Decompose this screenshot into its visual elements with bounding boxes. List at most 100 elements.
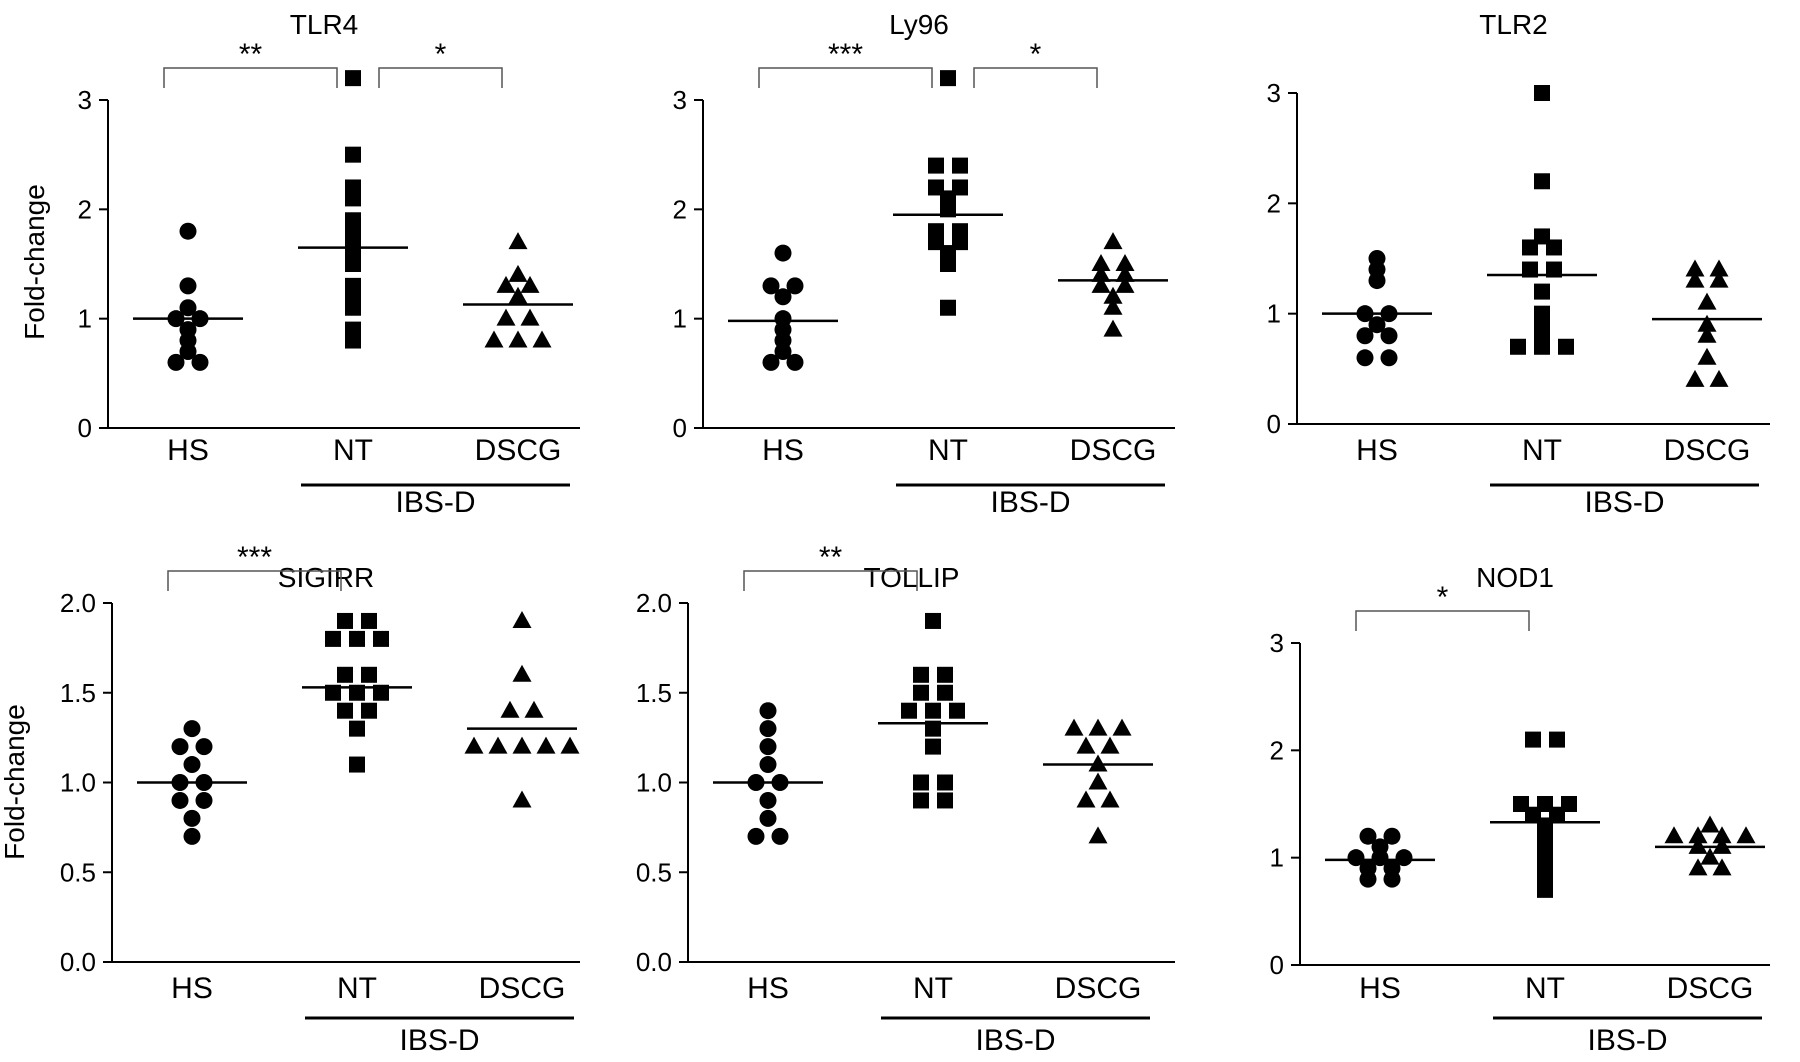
data-point-square [1537, 881, 1553, 898]
data-point-square [937, 666, 953, 683]
x-category-label: NT [1525, 972, 1565, 1005]
y-tick-label: 3 [1270, 628, 1284, 658]
data-point-triangle [508, 264, 528, 282]
data-point-circle [774, 244, 792, 262]
y-tick-label: 0 [1267, 409, 1281, 439]
significance-bracket [167, 570, 342, 591]
data-point-triangle [1688, 858, 1708, 876]
data-point-triangle [512, 664, 532, 682]
data-point-triangle [560, 736, 580, 754]
data-point-triangle [1064, 718, 1084, 736]
data-point-square [337, 702, 353, 719]
data-point-circle [1383, 827, 1401, 845]
data-point-triangle [1103, 297, 1123, 315]
data-point-square [1549, 731, 1565, 748]
data-point-triangle [1103, 319, 1123, 337]
data-point-square [1534, 338, 1550, 355]
data-point-triangle [1700, 847, 1720, 865]
data-point-square [1546, 261, 1562, 278]
data-point-circle [1359, 870, 1377, 888]
group-label: IBS-D [975, 1024, 1055, 1057]
data-point-square [325, 684, 341, 701]
group-label: IBS-D [990, 486, 1070, 519]
data-point-square [937, 684, 953, 701]
data-point-circle [191, 353, 209, 371]
data-point-square [1522, 261, 1538, 278]
data-point-triangle [1697, 314, 1717, 332]
data-point-circle [1383, 870, 1401, 888]
data-point-circle [179, 222, 197, 240]
data-point-circle [759, 791, 777, 809]
data-point-square [1546, 239, 1562, 256]
group-label: IBS-D [399, 1024, 479, 1057]
data-point-circle [759, 720, 777, 738]
data-point-triangle [1700, 815, 1720, 833]
data-point-triangle [524, 700, 544, 718]
data-point-triangle [1076, 790, 1096, 808]
data-point-triangle [512, 790, 532, 808]
data-point-triangle [1697, 292, 1717, 310]
significance-label: ** [819, 541, 843, 574]
data-point-square [901, 702, 917, 719]
panel-title: TLR4 [290, 9, 358, 40]
data-point-triangle [1712, 858, 1732, 876]
data-point-triangle [1709, 270, 1729, 288]
panel-sigirr: SIGIRR 0.0 0.5 1.0 1.5 2.0 Fold-change HS NT DSCG… [0, 541, 580, 1057]
data-point-triangle [1685, 270, 1705, 288]
panel-title: TOLLIP [864, 562, 960, 593]
significance-bracket [743, 570, 918, 591]
y-tick-label: 1.0 [60, 768, 96, 798]
x-category-label: DSCG [1667, 972, 1754, 1005]
data-point-triangle [1115, 275, 1135, 293]
data-point-triangle [1088, 826, 1108, 844]
y-tick-label: 1 [1270, 843, 1284, 873]
data-point-triangle [1685, 369, 1705, 387]
data-point-square [1522, 239, 1538, 256]
data-point-square [940, 299, 956, 316]
data-point-square [949, 702, 965, 719]
y-tick-label: 2 [1267, 188, 1281, 218]
data-point-circle [179, 277, 197, 295]
data-point-circle [1356, 327, 1374, 345]
y-tick-label: 3 [673, 85, 687, 115]
data-point-square [913, 666, 929, 683]
data-point-triangle [1712, 836, 1732, 854]
data-point-triangle [1709, 259, 1729, 277]
y-tick-label: 0 [78, 413, 92, 443]
data-point-circle [1371, 849, 1389, 867]
data-point-square [928, 157, 944, 174]
data-point-circle [1380, 327, 1398, 345]
series-hs [133, 222, 243, 371]
data-point-square [345, 299, 361, 316]
y-tick-label: 0.5 [60, 857, 96, 887]
data-point-circle [762, 353, 780, 371]
data-point-triangle [512, 610, 532, 628]
significance-label: ** [239, 38, 263, 71]
x-category-label: DSCG [1070, 434, 1157, 467]
data-point-circle [195, 738, 213, 756]
data-point-square [925, 738, 941, 755]
y-tick-label: 3 [78, 85, 92, 115]
x-category-label: HS [171, 972, 213, 1005]
data-point-circle [759, 738, 777, 756]
x-category-label: DSCG [1664, 434, 1751, 467]
data-point-circle [1368, 316, 1386, 334]
data-point-circle [1347, 849, 1365, 867]
significance-label: *** [237, 541, 272, 574]
data-point-square [373, 630, 389, 647]
y-tick-label: 1 [78, 304, 92, 334]
data-point-circle [183, 720, 201, 738]
panel-title: NOD1 [1476, 562, 1554, 593]
x-category-label: HS [747, 972, 789, 1005]
data-point-triangle [1076, 736, 1096, 754]
x-category-label: NT [913, 972, 953, 1005]
significance-bracket [378, 67, 503, 88]
data-point-triangle [1091, 275, 1111, 293]
y-tick-label: 2.0 [636, 588, 672, 618]
group-label: IBS-D [1584, 486, 1664, 519]
data-point-triangle [1115, 254, 1135, 271]
y-tick-label: 1 [1267, 299, 1281, 329]
data-point-triangle [500, 700, 520, 718]
